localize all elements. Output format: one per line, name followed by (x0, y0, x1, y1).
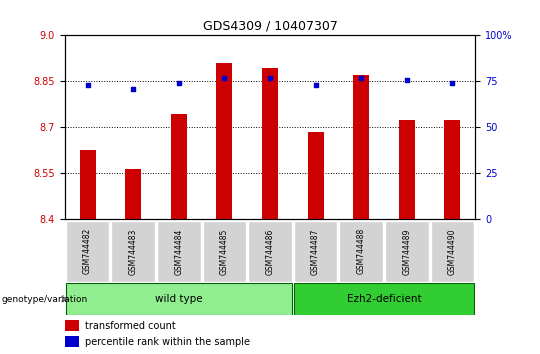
Bar (353, 75, 369, 219)
FancyBboxPatch shape (111, 221, 155, 282)
Title: GDS4309 / 10407307: GDS4309 / 10407307 (202, 20, 338, 33)
Point (402, 77, 411, 82)
Text: percentile rank within the sample: percentile rank within the sample (85, 337, 251, 347)
Text: GSM744487: GSM744487 (311, 228, 320, 275)
FancyBboxPatch shape (66, 221, 110, 282)
Text: GSM744489: GSM744489 (402, 228, 411, 275)
Point (83, 82, 92, 88)
Bar (171, 114, 187, 219)
Point (174, 80, 183, 86)
Point (448, 80, 457, 86)
Text: GSM744483: GSM744483 (129, 228, 138, 275)
Text: genotype/variation: genotype/variation (1, 295, 87, 304)
Bar (262, 68, 278, 219)
Text: GSM744485: GSM744485 (220, 228, 229, 275)
Bar (294, 283, 474, 315)
Text: GSM744484: GSM744484 (174, 228, 183, 275)
Bar (65, 336, 79, 347)
FancyBboxPatch shape (157, 221, 201, 282)
Point (129, 86, 138, 92)
FancyBboxPatch shape (385, 221, 429, 282)
Point (357, 75, 366, 81)
Bar (65, 320, 79, 331)
FancyBboxPatch shape (294, 221, 338, 282)
Text: GSM744486: GSM744486 (266, 228, 274, 275)
Point (220, 75, 229, 81)
Bar (79, 150, 96, 219)
Bar (66, 283, 292, 315)
Bar (217, 63, 232, 219)
Text: transformed count: transformed count (85, 321, 176, 331)
Bar (399, 120, 415, 219)
Point (266, 75, 274, 81)
Text: GSM744482: GSM744482 (83, 228, 92, 274)
Text: Ezh2-deficient: Ezh2-deficient (347, 294, 421, 304)
FancyBboxPatch shape (339, 221, 383, 282)
FancyBboxPatch shape (202, 221, 246, 282)
FancyBboxPatch shape (430, 221, 474, 282)
Text: GSM744490: GSM744490 (448, 228, 457, 275)
FancyBboxPatch shape (248, 221, 292, 282)
Bar (444, 120, 461, 219)
Point (311, 82, 320, 88)
Bar (125, 169, 141, 219)
Text: GSM744488: GSM744488 (357, 228, 366, 274)
Bar (308, 132, 323, 219)
Text: wild type: wild type (155, 294, 202, 304)
